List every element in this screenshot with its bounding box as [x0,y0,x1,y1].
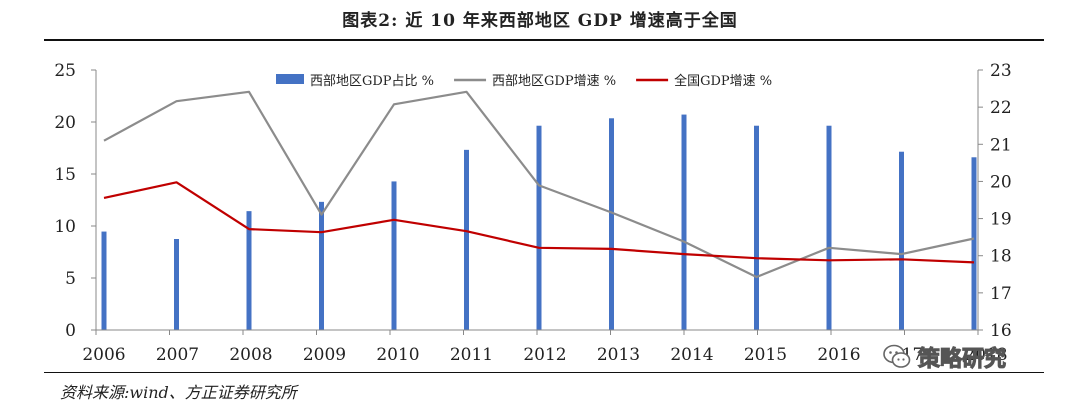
right-tick-label: 22 [990,98,1012,118]
x-tick-label: 2009 [303,345,346,365]
legend-swatch-1 [276,74,304,84]
left-tick-label: 25 [54,61,76,81]
bar-2011 [464,149,469,330]
bar-2010 [391,181,397,330]
left-tick-label: 5 [65,269,76,289]
bar-2013 [609,118,614,331]
legend-label-3: 全国GDP增速 % [674,73,772,89]
watermark: 策略研究 [882,340,1058,374]
bar-2012 [536,125,542,330]
bar-2008 [246,211,252,330]
x-tick-label: 2010 [376,345,419,365]
right-tick-label: 20 [990,172,1012,192]
x-tick-label: 2015 [744,345,787,365]
x-tick-label: 2018 [964,345,1007,365]
chart-title: 图表2: 近 10 年来西部地区 GDP 增速高于全国 [342,11,738,31]
x-tick-label: 2011 [450,345,493,365]
right-tick-label: 16 [990,321,1012,341]
x-tick-label: 2013 [597,345,640,365]
source-note: 资料来源:wind、方正证券研究所 [60,383,297,402]
line-series-2 [103,181,975,264]
right-tick-label: 18 [990,247,1012,267]
bar-2006 [101,231,107,330]
right-tick-label: 19 [990,210,1012,230]
x-tick-label: 2006 [82,345,125,365]
x-tick-label: 2007 [156,345,199,365]
legend-label-2: 西部地区GDP增速 % [492,74,616,89]
chart-axes: 0 5 10 15 20 25 16 17 18 19 20 21 22 23 2006 2007 2008 20… [54,61,1011,365]
bottom-rule [44,372,1044,373]
watermark-text: 策略研究 [917,347,1007,373]
right-tick-label: 17 [990,284,1012,304]
left-tick-label: 15 [54,165,76,185]
x-tick-label: 2008 [229,345,272,365]
right-tick-label: 21 [990,135,1012,155]
bar-2017 [899,151,904,330]
left-tick-label: 10 [54,217,76,237]
bar-2016 [826,125,832,330]
left-tick-label: 0 [65,321,76,341]
bar-2007 [174,239,179,330]
top-rule [44,39,1044,41]
line-series-1 [103,90,975,279]
legend: 西部地区GDP占比 % 西部地区GDP增速 % 全国GDP增速 % [276,73,772,89]
x-tick-label: 2016 [817,345,860,365]
x-tick-label: 2014 [670,345,713,365]
x-tick-label: 2012 [523,345,566,365]
left-tick-label: 20 [54,113,76,133]
wechat-icon [883,344,911,368]
right-tick-label: 23 [990,61,1012,81]
bar-2018 [971,157,977,330]
line-series [103,90,975,279]
bar-2014 [681,114,687,330]
bar-series [101,114,977,331]
legend-label-1: 西部地区GDP占比 % [310,74,434,89]
bar-2009 [319,201,324,330]
bar-2015 [754,125,759,330]
